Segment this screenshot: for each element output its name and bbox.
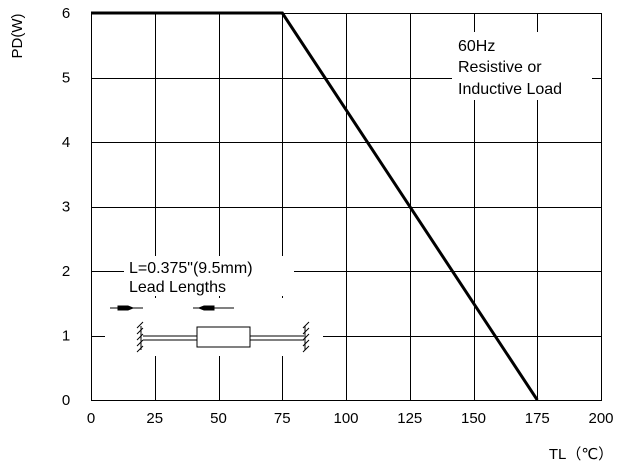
lead-length-label: L=0.375"(9.5mm) (129, 260, 253, 277)
annotation-line-1: 60Hz (458, 38, 495, 55)
y-tick-label: 1 (62, 328, 70, 345)
right-clamp-hatch (302, 321, 310, 353)
plot-frame (91, 13, 602, 401)
lead-lengths-text: Lead Lengths (129, 279, 226, 296)
x-tick-label: 75 (274, 410, 291, 427)
y-tick-label: 6 (62, 5, 70, 22)
annotation-line-3: Inductive Load (458, 81, 562, 98)
y-tick-label: 2 (62, 263, 70, 280)
lead-annotation-bg (124, 256, 294, 296)
y-tick-label: 0 (62, 392, 70, 409)
x-tick-label: 150 (461, 410, 486, 427)
dimension-arrow-left (117, 305, 135, 311)
x-tick-label: 25 (146, 410, 163, 427)
x-axis-label: TL（℃） (549, 446, 613, 463)
component-diagram (110, 305, 310, 353)
annotation-line-2: Resistive or (458, 59, 542, 76)
x-tick-label: 50 (210, 410, 227, 427)
x-tick-label: 0 (87, 410, 95, 427)
conditions-annotation-bg (452, 32, 592, 100)
x-tick-label: 125 (397, 410, 422, 427)
derating-curve (91, 11, 539, 401)
x-tick-label: 100 (333, 410, 358, 427)
y-tick-label: 5 (62, 70, 70, 87)
y-axis-label: PD(W) (9, 14, 26, 59)
dimension-arrow-right (197, 305, 215, 311)
x-tick-label: 200 (588, 410, 613, 427)
y-tick-label: 3 (62, 199, 70, 216)
x-tick-label: 175 (525, 410, 550, 427)
y-tick-label: 4 (62, 134, 70, 151)
left-clamp-hatch (136, 321, 144, 353)
resistor-body (196, 326, 251, 348)
